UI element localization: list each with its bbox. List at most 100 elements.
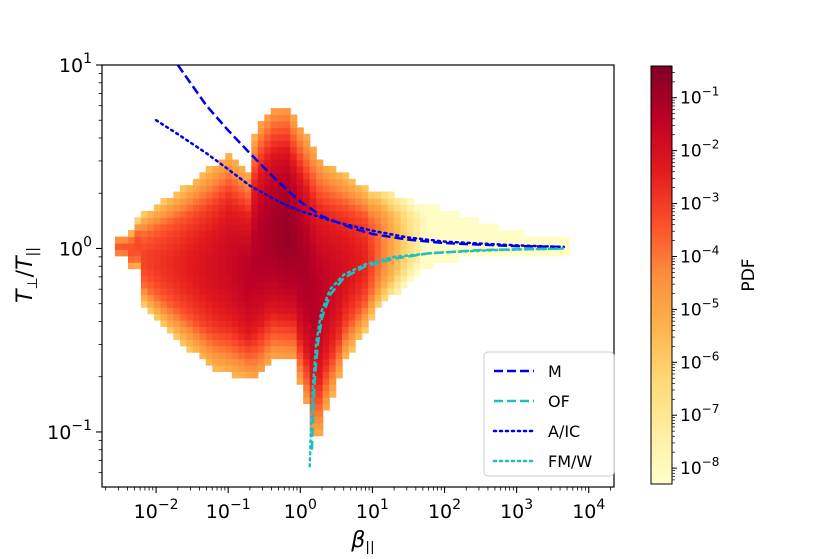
heatmap-cell	[322, 345, 330, 353]
heatmap-cell	[309, 249, 317, 257]
heatmap-cell	[251, 332, 259, 340]
heatmap-cell	[212, 339, 220, 347]
heatmap-cell	[277, 159, 285, 167]
heatmap-cell	[316, 165, 324, 173]
heatmap-cell	[296, 268, 304, 276]
heatmap-cell	[309, 159, 317, 167]
legend-label: M	[548, 362, 562, 381]
heatmap-cell	[348, 294, 356, 302]
heatmap-cell	[355, 262, 363, 270]
heatmap-cell	[303, 146, 311, 154]
heatmap-cell	[205, 339, 213, 347]
heatmap-cell	[166, 313, 174, 321]
heatmap-cell	[452, 236, 460, 244]
heatmap-cell	[303, 255, 311, 263]
heatmap-cell	[192, 236, 200, 244]
heatmap-cell	[290, 153, 298, 161]
heatmap-cell	[303, 243, 311, 250]
heatmap-cell	[374, 236, 382, 244]
heatmap-cell	[264, 204, 272, 212]
heatmap-cell	[225, 345, 233, 353]
heatmap-cell	[231, 268, 239, 276]
heatmap-cell	[257, 165, 265, 173]
heatmap-cell	[257, 300, 265, 308]
heatmap-cell	[264, 294, 272, 302]
heatmap-cell	[205, 223, 213, 231]
heatmap-cell	[270, 275, 278, 283]
heatmap-cell	[381, 204, 389, 212]
heatmap-cell	[147, 307, 155, 315]
heatmap-cell	[251, 255, 259, 263]
heatmap-cell	[121, 249, 129, 257]
heatmap-cell	[361, 294, 369, 302]
heatmap-cell	[322, 326, 330, 334]
heatmap-cell	[192, 326, 200, 334]
heatmap-cell	[160, 249, 168, 257]
heatmap-cell	[309, 223, 317, 231]
heatmap-cell	[355, 294, 363, 302]
heatmap-cell	[270, 133, 278, 141]
heatmap-cell	[257, 133, 265, 141]
heatmap-cell	[290, 146, 298, 154]
heatmap-cell	[290, 262, 298, 270]
heatmap-cell	[342, 255, 350, 263]
heatmap-cell	[251, 146, 259, 154]
heatmap-cell	[166, 210, 174, 218]
heatmap-cell	[400, 198, 408, 205]
heatmap-cell	[166, 198, 174, 205]
heatmap-cell	[361, 236, 369, 244]
heatmap-cell	[257, 358, 265, 366]
heatmap-cell	[407, 223, 415, 231]
heatmap-cell	[374, 204, 382, 212]
heatmap-cell	[140, 262, 148, 270]
heatmap-cell	[270, 326, 278, 334]
heatmap-cell	[244, 243, 252, 250]
heatmap-cell	[231, 159, 239, 167]
heatmap-cell	[140, 300, 148, 308]
heatmap-cell	[348, 236, 356, 244]
legend-label: A/IC	[548, 422, 580, 441]
heatmap-cell	[433, 217, 441, 225]
heatmap-cell	[329, 198, 337, 205]
heatmap-cell	[303, 204, 311, 212]
heatmap-cell	[283, 294, 291, 302]
heatmap-cell	[296, 133, 304, 141]
heatmap-cell	[296, 127, 304, 135]
heatmap-cell	[355, 255, 363, 263]
heatmap-cell	[238, 358, 246, 366]
heatmap-cell	[173, 217, 181, 225]
heatmap-cell	[179, 332, 187, 340]
heatmap-cell	[166, 223, 174, 231]
heatmap-cell	[192, 204, 200, 212]
heatmap-cell	[335, 249, 343, 257]
heatmap-cell	[264, 236, 272, 244]
heatmap-cell	[549, 236, 557, 244]
heatmap-cell	[446, 217, 454, 225]
colorbar-tick-label: 10−5	[680, 296, 719, 320]
heatmap-cell	[303, 390, 311, 398]
heatmap-cell	[238, 255, 246, 263]
heatmap-cell	[316, 429, 324, 437]
heatmap-cell	[316, 262, 324, 270]
heatmap-cell	[186, 223, 194, 231]
heatmap-cell	[413, 230, 421, 238]
heatmap-cell	[147, 217, 155, 225]
heatmap-cell	[225, 198, 233, 205]
heatmap-cell	[199, 198, 207, 205]
heatmap-cell	[251, 178, 259, 186]
heatmap-cell	[277, 108, 285, 116]
heatmap-cell	[270, 262, 278, 270]
heatmap-cell	[205, 300, 213, 308]
heatmap-cell	[446, 210, 454, 218]
heatmap-cell	[225, 204, 233, 212]
heatmap-cell	[277, 281, 285, 289]
heatmap-cell	[212, 294, 220, 302]
heatmap-cell	[329, 365, 337, 372]
heatmap-cell	[199, 345, 207, 353]
heatmap-cell	[348, 210, 356, 218]
heatmap-cell	[329, 165, 337, 173]
heatmap-cell	[264, 268, 272, 276]
heatmap-cell	[199, 236, 207, 244]
heatmap-cell	[361, 223, 369, 231]
